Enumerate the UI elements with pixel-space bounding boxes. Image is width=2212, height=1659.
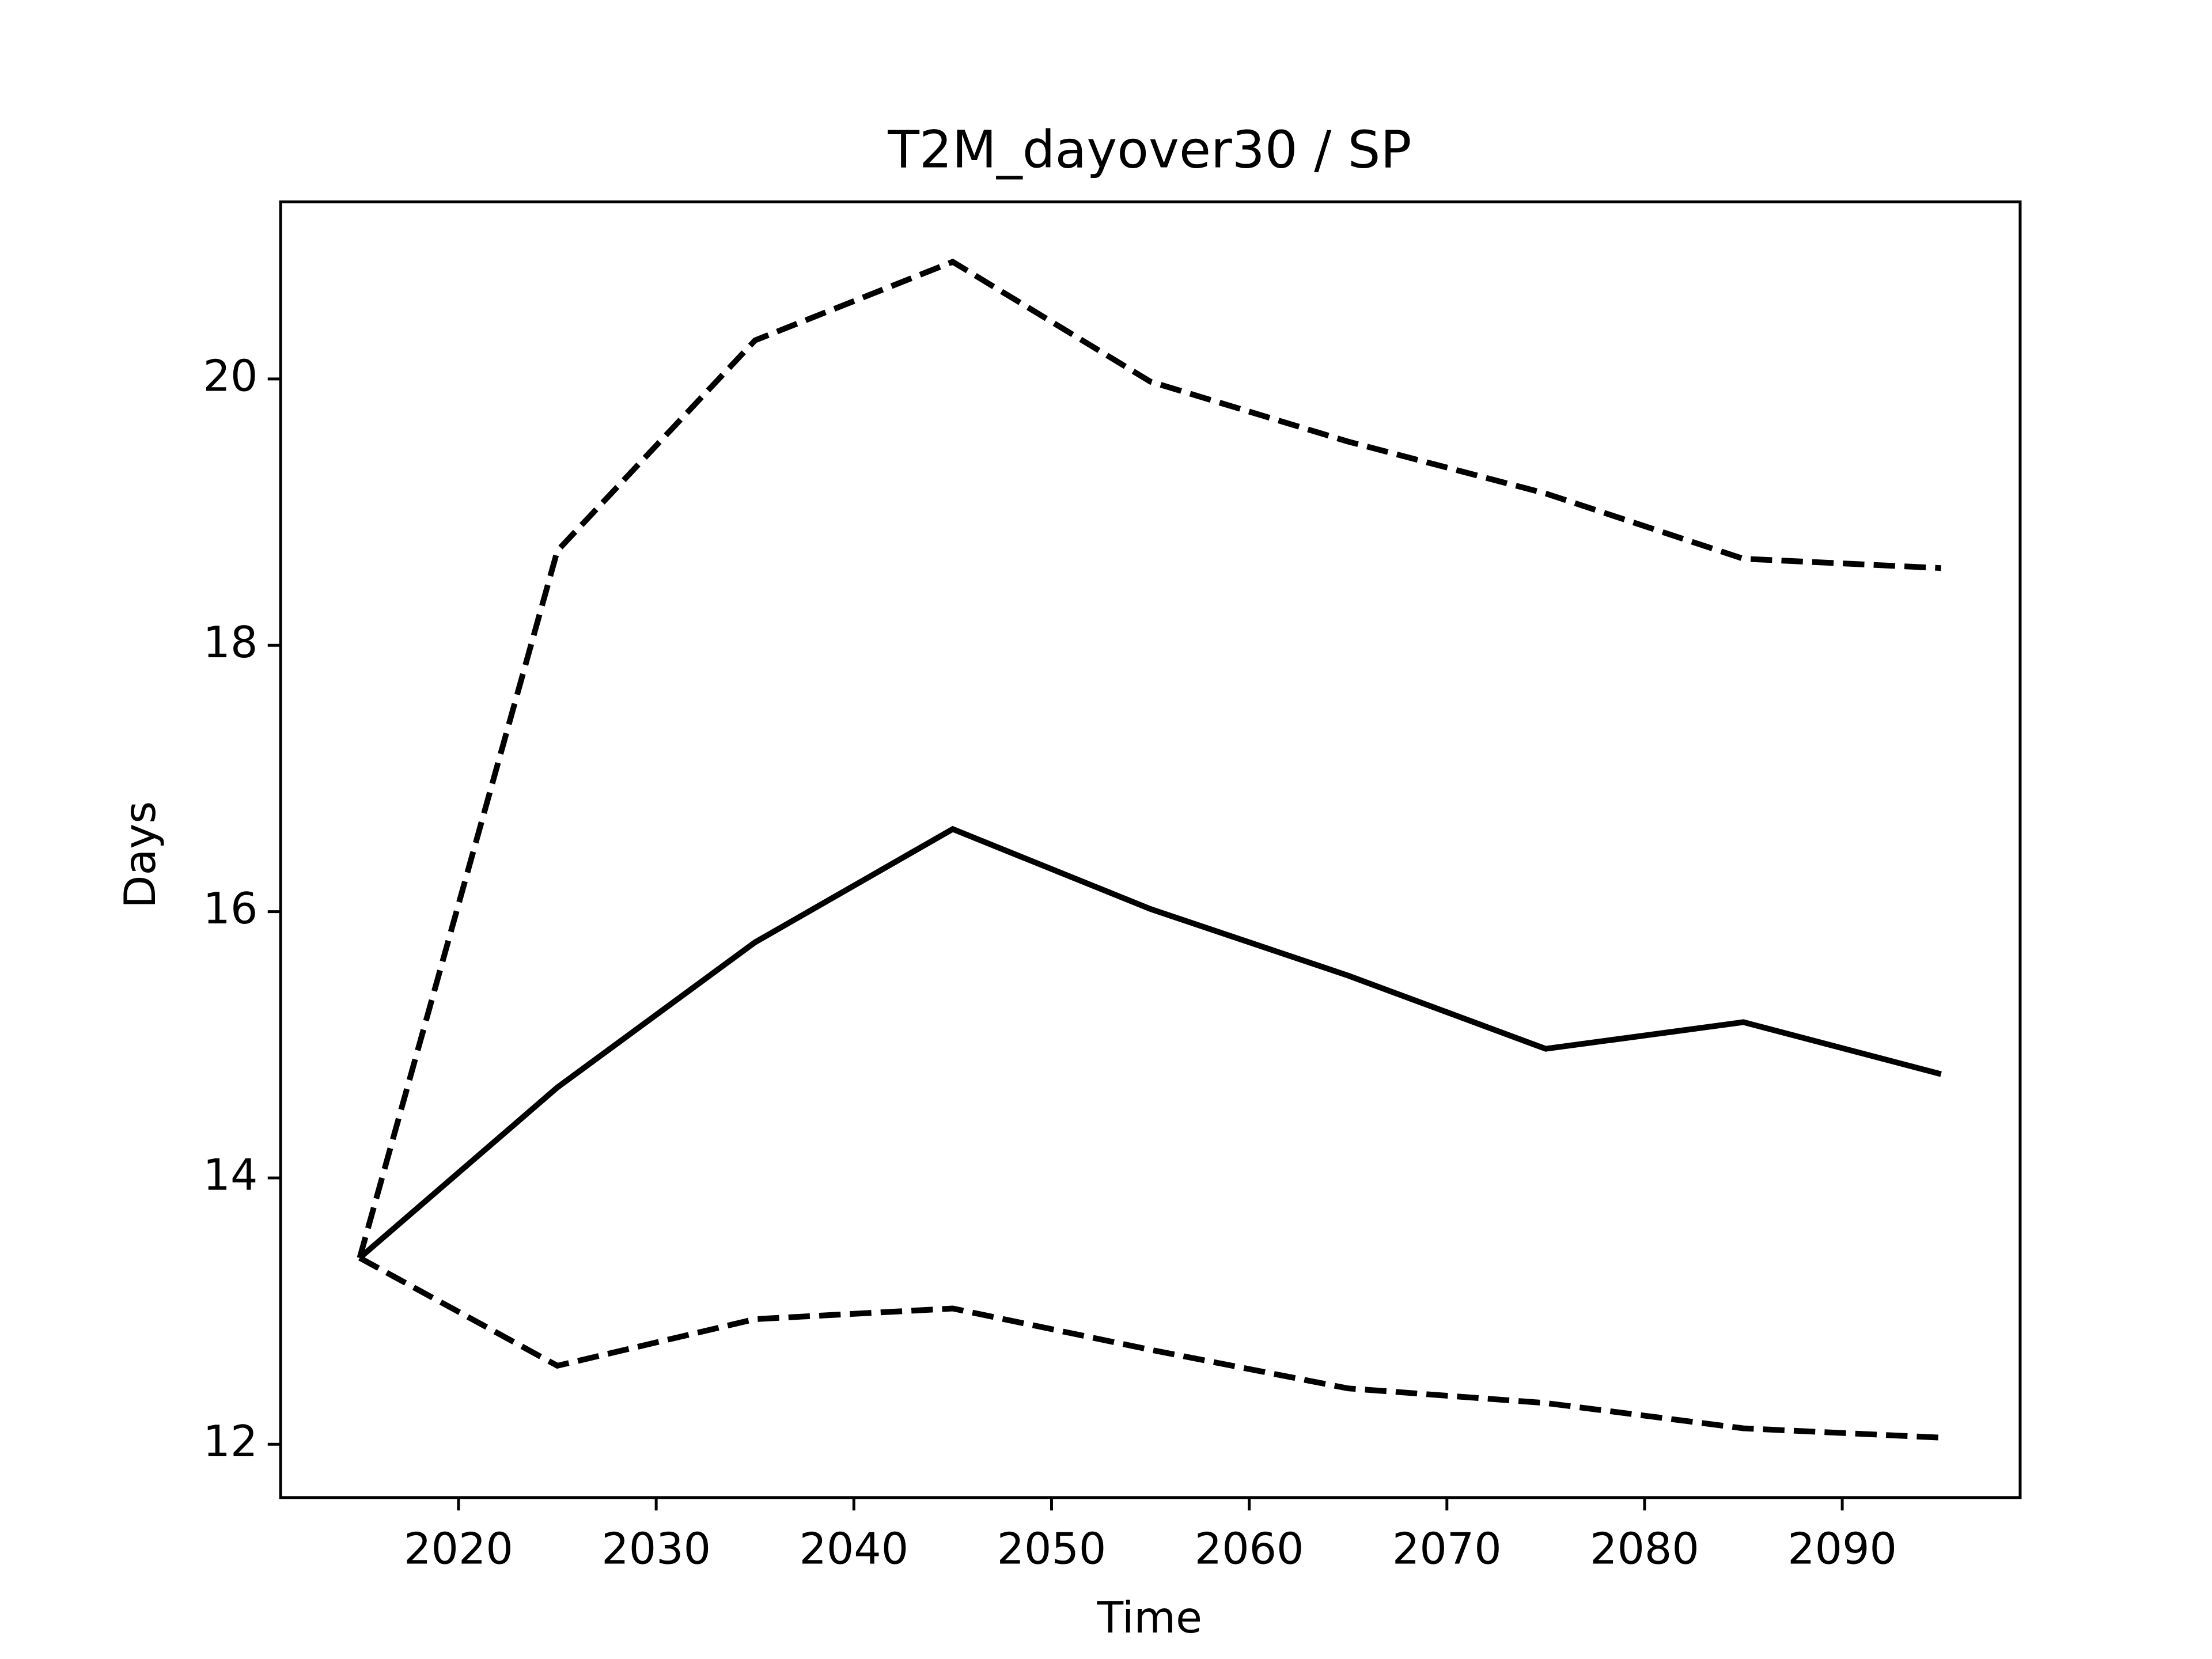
y-tick-label: 18 [203, 618, 258, 668]
plot-frame [279, 200, 2022, 1499]
y-tick-label: 20 [203, 351, 258, 401]
line-series [357, 258, 1941, 1259]
y-tick-label: 16 [203, 884, 258, 934]
x-tick-label: 2030 [601, 1524, 711, 1574]
y-tick-label: 14 [203, 1150, 258, 1200]
y-tick-label: 12 [203, 1416, 258, 1467]
y-axis-label: Days [115, 801, 165, 908]
x-tick-label: 2080 [1590, 1524, 1699, 1574]
x-tick-label: 2020 [404, 1524, 513, 1574]
x-axis-label: Time [1097, 1593, 1202, 1643]
x-tick-label: 2090 [1787, 1524, 1897, 1574]
x-tick-label: 2050 [997, 1524, 1107, 1574]
line-series [358, 825, 1942, 1260]
chart-title: T2M_dayover30 / SP [887, 120, 1411, 180]
line-series [358, 1255, 1941, 1441]
x-tick-label: 2070 [1392, 1524, 1502, 1574]
x-tick-label: 2040 [799, 1524, 908, 1574]
x-tick-label: 2060 [1195, 1524, 1304, 1574]
